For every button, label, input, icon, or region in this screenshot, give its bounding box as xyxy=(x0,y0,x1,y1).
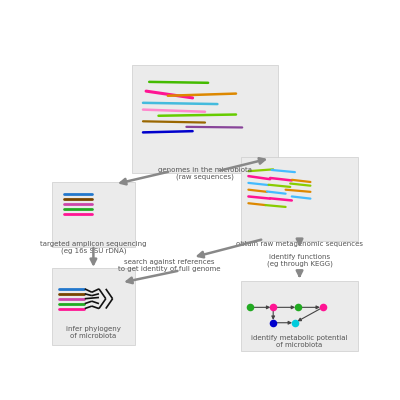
Text: identify metabolic potential
of microbiota: identify metabolic potential of microbio… xyxy=(251,335,348,348)
Text: infer phylogeny
of microbiota: infer phylogeny of microbiota xyxy=(66,326,121,339)
Point xyxy=(292,320,298,326)
FancyBboxPatch shape xyxy=(241,280,358,351)
Text: targeted amplicon sequencing
(eg 16s SSU rDNA): targeted amplicon sequencing (eg 16s SSU… xyxy=(40,241,147,254)
Point xyxy=(295,304,301,310)
Point xyxy=(247,304,253,310)
Point xyxy=(270,304,276,310)
Text: search against references
to get identity of full genome: search against references to get identit… xyxy=(118,259,221,272)
Text: genomes in the microbiota
(raw sequences): genomes in the microbiota (raw sequences… xyxy=(158,167,252,180)
Text: identify functions
(eg through KEGG): identify functions (eg through KEGG) xyxy=(267,254,332,267)
FancyBboxPatch shape xyxy=(52,182,135,247)
Point xyxy=(320,304,326,310)
Point xyxy=(270,320,276,326)
FancyBboxPatch shape xyxy=(52,268,135,345)
Text: obtain raw metagenomic sequences: obtain raw metagenomic sequences xyxy=(236,241,363,247)
FancyBboxPatch shape xyxy=(241,157,358,240)
FancyBboxPatch shape xyxy=(132,65,278,173)
